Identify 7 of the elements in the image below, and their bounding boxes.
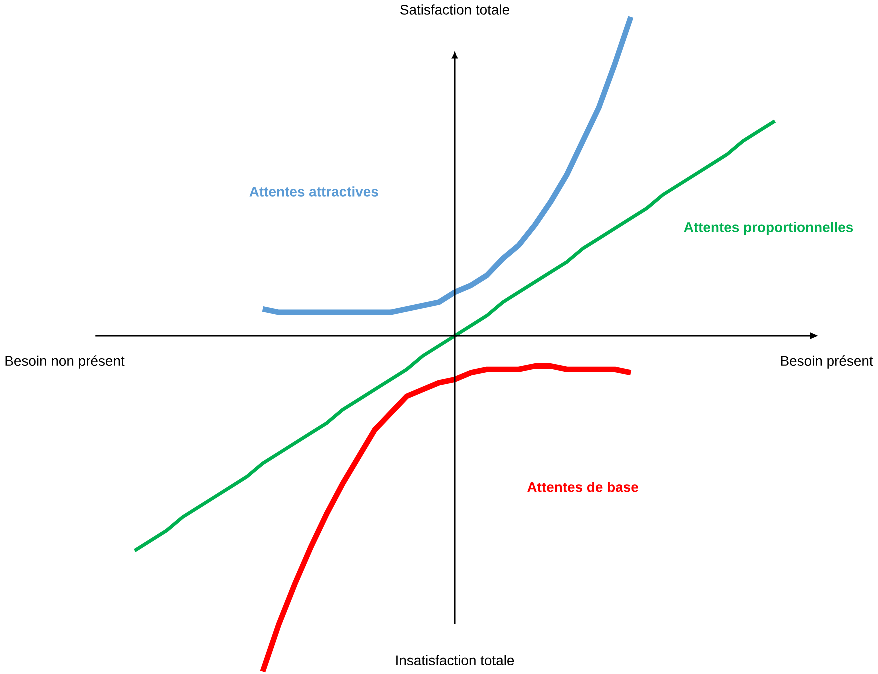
y-axis-title: Satisfaction totale bbox=[400, 4, 510, 15]
text: Besoin non présent bbox=[6, 355, 125, 369]
text: Attentes attractives bbox=[250, 186, 378, 197]
x-axis-title: Besoin présent bbox=[781, 355, 874, 369]
text: Attentes proportionnelles bbox=[684, 222, 854, 235]
text: Attentes de base bbox=[528, 482, 638, 492]
annotation: Insatisfaction totale bbox=[396, 655, 514, 666]
